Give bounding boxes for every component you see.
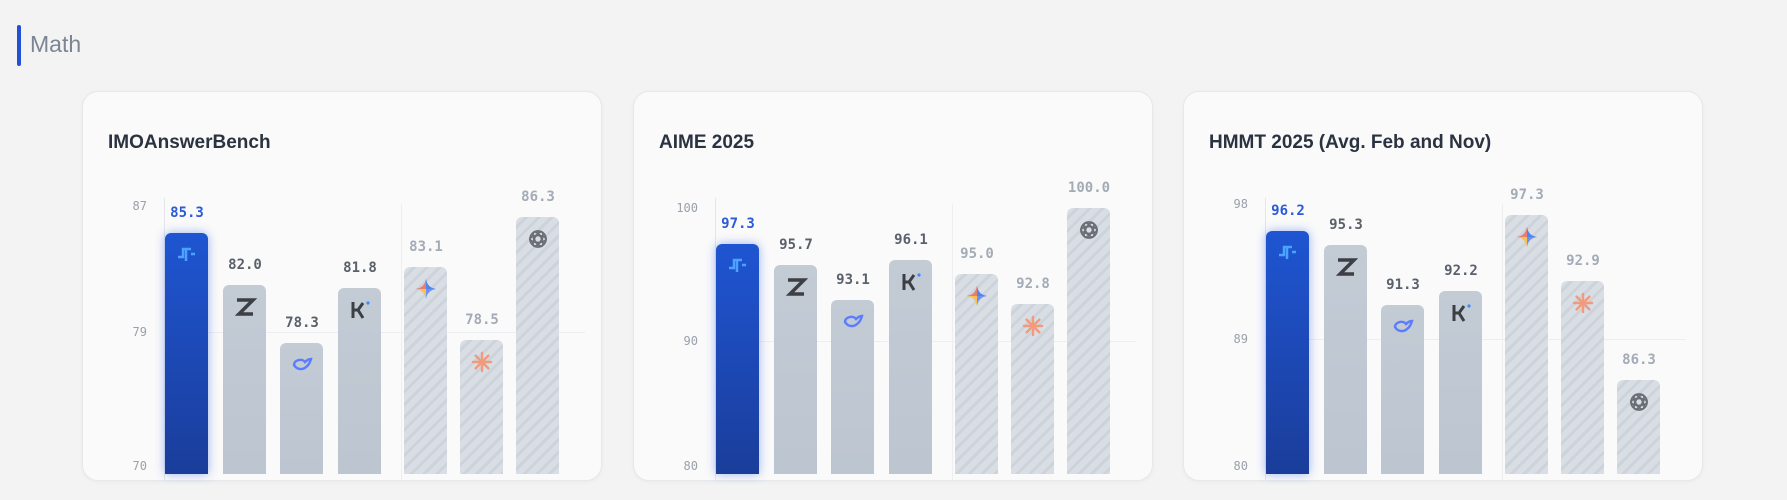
bar-value-label: 83.1: [409, 239, 443, 256]
bar-value-label: 95.7: [779, 236, 813, 253]
y-axis-line: [1265, 198, 1266, 480]
bar-value-label: 96.1: [894, 231, 928, 248]
z-logo-icon: [774, 275, 817, 305]
bar-value-label: 97.3: [1510, 186, 1544, 203]
bar-value-label: 82.0: [228, 256, 262, 273]
bar: [165, 232, 208, 474]
group-separator: [401, 204, 402, 480]
bar: [889, 259, 932, 474]
sparkle-logo-icon: [1505, 225, 1548, 255]
y-tick-label: 80: [1233, 459, 1248, 473]
bar: [1266, 231, 1309, 474]
bar-value-label: 92.9: [1566, 252, 1600, 269]
bar-value-label: 85.3: [170, 204, 204, 221]
chart-card-imoanswerbench: IMOAnswerBench 70 79 87 85.3 82.0 78.3 81.8 83.…: [82, 91, 602, 481]
bar: [1067, 207, 1110, 474]
y-axis-line: [715, 198, 716, 480]
bar: [716, 243, 759, 474]
group-separator: [952, 204, 953, 480]
whale-logo-icon: [280, 353, 323, 383]
group-separator: [1502, 204, 1503, 480]
knot-logo-icon: [516, 227, 559, 257]
bar-value-label: 95.0: [960, 246, 994, 263]
chart-card-hmmt-2025: HMMT 2025 (Avg. Feb and Nov) 80 89 98 96.2 9…: [1183, 91, 1703, 481]
bar-value-label: 91.3: [1386, 276, 1420, 293]
whale-logo-icon: [831, 310, 874, 340]
bar-value-label: 93.1: [836, 271, 870, 288]
bar-value-label: 81.8: [343, 259, 377, 276]
y-tick-label: 90: [683, 333, 698, 348]
bar: [460, 339, 503, 474]
bar-value-label: 95.3: [1329, 216, 1363, 233]
bar-value-label: 100.0: [1067, 179, 1111, 196]
y-axis-line: [164, 198, 165, 480]
k-logo-icon: [338, 298, 381, 328]
y-tick-label: 98: [1233, 197, 1248, 211]
section-accent-bar: [17, 25, 21, 66]
bar: [1617, 379, 1660, 474]
bar-value-label: 92.8: [1016, 275, 1050, 292]
y-tick-label: 89: [1233, 332, 1248, 346]
bar: [1561, 280, 1604, 474]
custom-logo-icon: [165, 243, 208, 273]
bar: [955, 274, 998, 474]
asterisk-logo-icon: [460, 350, 503, 380]
bar: [1505, 214, 1548, 474]
bar: [774, 264, 817, 474]
bar-value-label: 96.2: [1271, 203, 1305, 219]
bar: [1439, 291, 1482, 474]
y-tick-label: 87: [132, 198, 147, 213]
z-logo-icon: [223, 295, 266, 325]
bar: [1381, 304, 1424, 474]
bar: [223, 284, 266, 474]
k-logo-icon: [1439, 301, 1482, 331]
sparkle-logo-icon: [955, 284, 998, 314]
chart-title: HMMT 2025 (Avg. Feb and Nov): [1209, 132, 1492, 153]
y-tick-label: 100: [676, 200, 698, 215]
y-tick-label: 70: [132, 459, 147, 473]
bar: [831, 299, 874, 474]
knot-logo-icon: [1067, 218, 1110, 248]
bar-value-label: 78.3: [285, 315, 319, 332]
bar-value-label: 86.3: [1622, 351, 1656, 368]
bar-value-label: 92.2: [1444, 263, 1478, 279]
custom-logo-icon: [1266, 241, 1309, 271]
y-tick-label: 80: [683, 459, 698, 473]
chart-card-aime-2025: AIME 2025 80 90 100 97.3 95.7 93.1 96.1 95.0 92.…: [633, 91, 1153, 481]
bar: [280, 343, 323, 474]
bar-value-label: 78.5: [465, 311, 499, 328]
sparkle-logo-icon: [404, 277, 447, 307]
y-tick-label: 79: [132, 324, 147, 339]
bar-value-label: 97.3: [721, 215, 755, 232]
bar-value-label: 86.3: [521, 188, 555, 205]
asterisk-logo-icon: [1011, 314, 1054, 344]
bar: [1011, 303, 1054, 474]
bar: [404, 267, 447, 474]
whale-logo-icon: [1381, 315, 1424, 345]
chart-title: IMOAnswerBench: [108, 132, 271, 153]
bar: [338, 287, 381, 474]
asterisk-logo-icon: [1561, 291, 1604, 321]
custom-logo-icon: [716, 254, 759, 284]
section-title: Math: [30, 31, 82, 57]
k-logo-icon: [889, 270, 932, 300]
z-logo-icon: [1324, 255, 1367, 285]
knot-logo-icon: [1617, 390, 1660, 420]
chart-title: AIME 2025: [659, 132, 755, 153]
bar: [1324, 244, 1367, 474]
bar: [516, 216, 559, 474]
